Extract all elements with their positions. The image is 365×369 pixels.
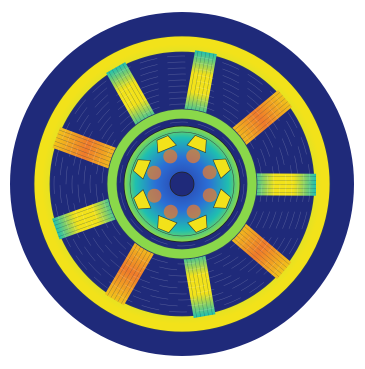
inner-stator-ring (106, 108, 258, 260)
spoke (251, 173, 317, 196)
magnet-slot (202, 188, 231, 209)
magnet-slot (133, 159, 162, 180)
magnet-slot (133, 188, 162, 210)
magnet-slot (157, 204, 178, 233)
spoke (183, 50, 217, 118)
magnet-slot (186, 135, 207, 164)
spoke (52, 197, 120, 240)
spoke (104, 238, 157, 306)
spoke (228, 220, 292, 280)
spoke (228, 89, 293, 148)
spokes (52, 50, 317, 318)
outer-ring (33, 35, 331, 333)
spoke (106, 62, 157, 129)
center-bore (169, 171, 195, 197)
magnet-slot (186, 204, 208, 233)
rotor-magnets (133, 135, 231, 233)
magnet-slot (156, 135, 178, 164)
spoke (52, 127, 121, 171)
magnet-slot (202, 158, 231, 180)
spoke (182, 251, 216, 318)
